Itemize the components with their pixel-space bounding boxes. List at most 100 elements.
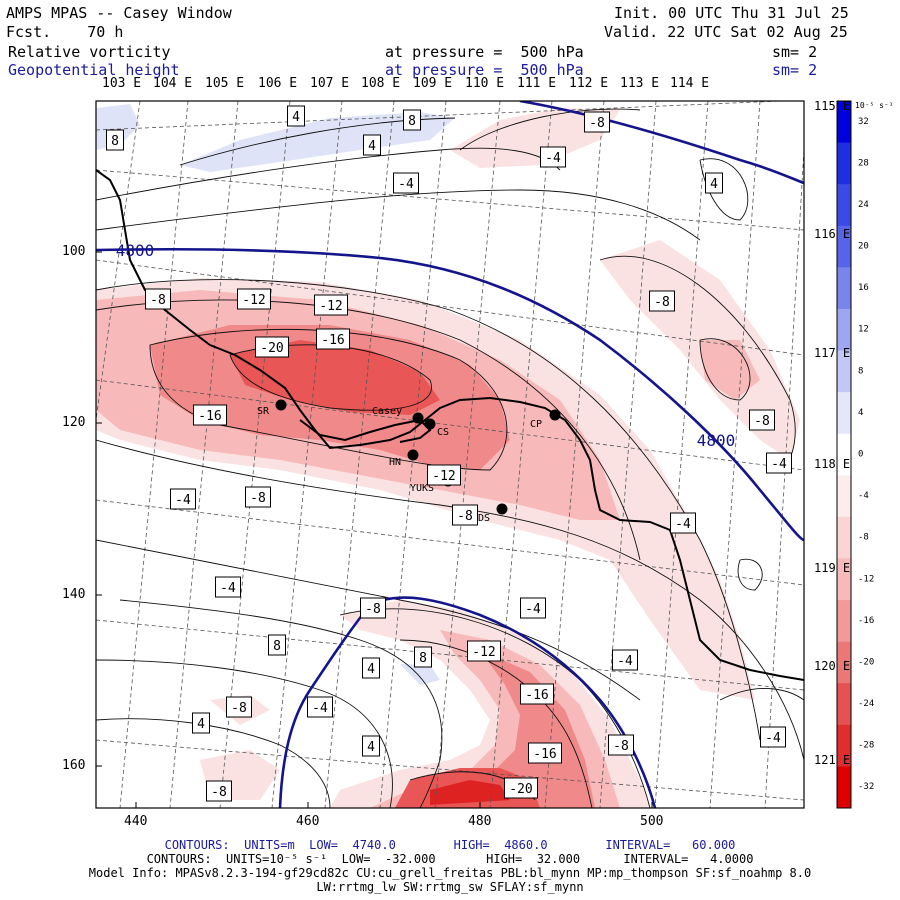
- negative-vorticity-arc: [430, 780, 510, 805]
- station-label: CP: [530, 419, 542, 430]
- contour-label: -20: [509, 782, 532, 797]
- contour-label-box: [760, 726, 786, 748]
- contour-label-box: [245, 486, 271, 508]
- contour-label: -4: [545, 151, 561, 166]
- contour-label-box: [584, 111, 610, 133]
- colorbar-label: 8: [858, 366, 863, 376]
- colorbar-segment: [837, 724, 851, 767]
- colorbar-segment: [837, 558, 851, 601]
- colorbar-segment: [837, 641, 851, 684]
- colorbar-label: -32: [858, 782, 874, 792]
- colorbar-segment: [837, 308, 851, 352]
- bottom-tick-label: 480: [468, 814, 492, 829]
- contour-label: -8: [613, 739, 629, 754]
- contour-label-box: [145, 288, 171, 310]
- map-frame: [95, 100, 805, 809]
- right-lon-label: 119 E: [814, 561, 851, 575]
- station-label: CS: [437, 427, 449, 438]
- contour-label: -4: [525, 602, 541, 617]
- field2-name: Geopotential height: [8, 61, 180, 79]
- colorbar-segment: [837, 184, 851, 227]
- contour-label: -12: [242, 293, 265, 308]
- top-lon-label: 105 E: [205, 76, 245, 91]
- field2-smooth: sm= 2: [772, 61, 818, 79]
- contour-label: -4: [398, 177, 414, 192]
- colorbar-segment: [837, 225, 851, 268]
- init-time: Init. 00 UTC Thu 31 Jul 25: [614, 4, 849, 22]
- contour-label: -4: [617, 654, 633, 669]
- bottom-tick-label: 460: [296, 814, 320, 829]
- left-tick-label: 140: [62, 587, 86, 602]
- field1-level: at pressure = 500 hPa: [385, 43, 584, 61]
- height-contour-label: 4800: [697, 431, 736, 450]
- positive-vorticity-area: [400, 664, 440, 685]
- contour-label-box: [215, 576, 241, 598]
- contour-label: 4: [368, 139, 376, 154]
- contour-label: -4: [675, 517, 691, 532]
- station-label: YUKS: [410, 483, 434, 494]
- height-contours: [96, 101, 804, 808]
- contour-label-box: [427, 464, 461, 486]
- footer-height-contours: CONTOURS: UNITS=m LOW= 4740.0 HIGH= 4860…: [164, 838, 736, 852]
- field2-level: at pressure = 500 hPa: [385, 61, 584, 79]
- contour-label-box: [649, 290, 675, 312]
- height-contour-label: 4800: [116, 241, 155, 260]
- contour-label-box: [608, 734, 634, 756]
- colorbar-label: -20: [858, 657, 874, 667]
- contour-label-box: [193, 404, 227, 426]
- contour-label: -8: [589, 116, 605, 131]
- top-lon-label: 112 E: [569, 76, 609, 91]
- contour-label-box: [226, 696, 252, 718]
- colorbar-segment: [837, 475, 851, 518]
- contour-label-box: [520, 597, 546, 619]
- colorbar-segment: [837, 516, 851, 559]
- top-lon-label: 106 E: [258, 76, 298, 91]
- contour-label: -12: [472, 645, 495, 660]
- negative-vorticity-area: [450, 108, 620, 168]
- colorbar-segment: [837, 600, 851, 643]
- contour-label: -8: [654, 295, 670, 310]
- top-lon-label: 110 E: [465, 76, 505, 91]
- right-lon-label: 115 E: [814, 99, 851, 113]
- contour-label: -8: [250, 491, 266, 506]
- contour-label-box: [452, 504, 478, 526]
- contour-label-box: [255, 336, 289, 358]
- right-lon-label: 121 E: [814, 753, 851, 767]
- contour-label: 4: [197, 717, 205, 732]
- station-label: DS: [478, 513, 490, 524]
- colorbar-frame: [836, 100, 852, 809]
- left-tick-label: 160: [62, 758, 86, 773]
- contour-label-box: [206, 780, 232, 802]
- contour-label: -4: [765, 731, 781, 746]
- contour-label-box: [520, 683, 554, 705]
- colorbar-unit: 10⁻⁵ s⁻¹: [855, 101, 894, 110]
- contour-label: -8: [457, 509, 473, 524]
- contour-labels: 8 4 8 4 -4 -8 -4 4 -8 -12 -12 -16 -20 -8 -16 -8 -4 -12 -4 -…: [106, 105, 792, 802]
- colorbar-label: 12: [858, 325, 869, 335]
- contour-label-box: [670, 512, 696, 534]
- station-label: Casey: [372, 406, 402, 417]
- contour-label-box: [268, 634, 286, 656]
- footer-model-info: Model Info: MPASv8.2.3-194-gf29cd82c CU:…: [88, 866, 812, 880]
- contour-label: -16: [533, 747, 556, 762]
- station-label: HN: [389, 457, 401, 468]
- contour-label: -16: [321, 333, 344, 348]
- footer-model-info-2: LW:rrtmg_lw SW:rrtmg_sw SFLAY:sf_mynn: [316, 880, 584, 894]
- bottom-tick-label: 500: [640, 814, 664, 829]
- negative-vorticity-area: [700, 340, 760, 400]
- contour-label: -8: [365, 602, 381, 617]
- coastline-inner: [299, 418, 432, 443]
- bottom-tick-label: 440: [124, 814, 148, 829]
- contour-label-box: [192, 712, 210, 734]
- top-lon-label: 111 E: [517, 76, 557, 91]
- contour-label: 4: [367, 740, 375, 755]
- right-lon-label: 116 E: [814, 227, 851, 241]
- contour-label-box: [403, 109, 421, 131]
- left-tick-label: 100: [62, 244, 86, 259]
- contour-label: 4: [710, 177, 718, 192]
- colorbar-segment: [837, 101, 851, 144]
- contour-label-box: [237, 288, 271, 310]
- axis-ticks: [96, 251, 653, 808]
- left-tick-label: 120: [62, 415, 86, 430]
